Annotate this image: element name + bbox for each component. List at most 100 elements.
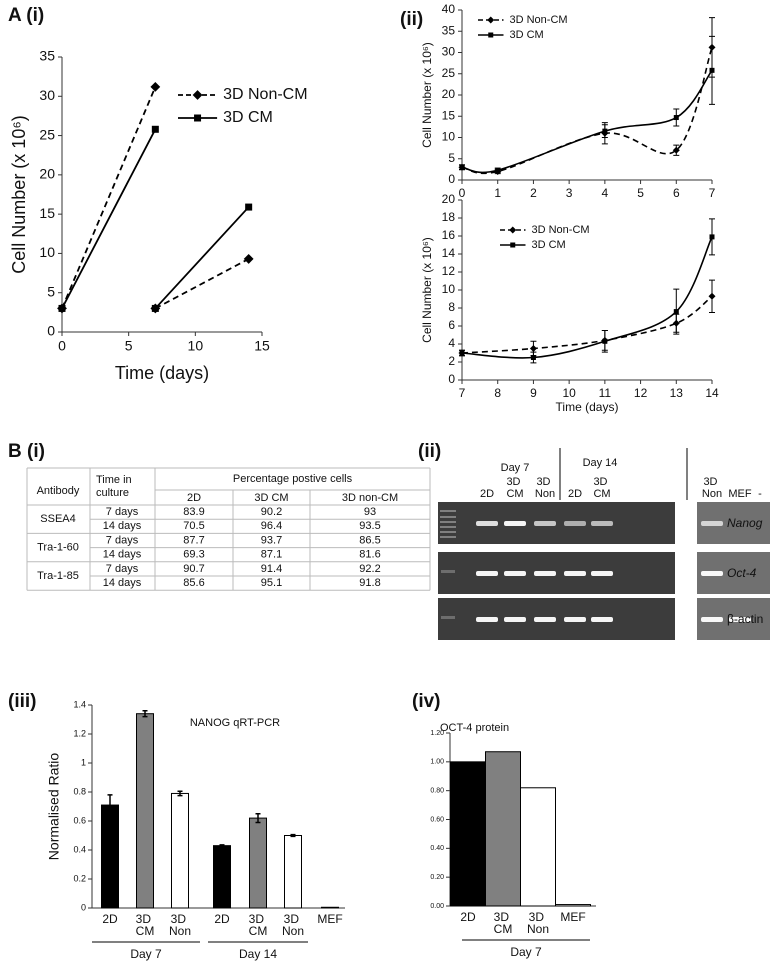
y-tick-label: 10 — [442, 282, 456, 296]
marker — [151, 125, 159, 133]
x-axis-label: Time (days) — [115, 363, 209, 383]
x-tick-label: 0 — [459, 186, 466, 200]
text-line: 3D — [593, 476, 610, 488]
x-tick-label: 1 — [494, 186, 501, 200]
group-label: Day 7 — [130, 947, 162, 961]
table-cell: 93 — [364, 506, 376, 518]
marker — [709, 234, 715, 240]
marker — [602, 338, 608, 344]
marker — [488, 32, 494, 38]
gel-box — [438, 502, 675, 544]
lane-label: - — [758, 488, 762, 500]
lane-label: 2D — [480, 488, 494, 500]
marker — [672, 146, 680, 154]
table-cell: 69.3 — [183, 549, 204, 561]
table-cell: 14 days — [103, 520, 142, 532]
marker — [530, 355, 536, 360]
ladder-band — [440, 536, 456, 538]
table-cell: 14 days — [103, 549, 142, 561]
marker — [602, 128, 608, 134]
x-tick-label: 8 — [494, 386, 501, 400]
table-cell: 96.4 — [261, 520, 282, 532]
y-tick-label: 25 — [442, 66, 456, 80]
panel-label: (iii) — [8, 691, 37, 712]
panel-label: A (i) — [8, 5, 44, 26]
error-bar — [142, 710, 148, 718]
legend-label: 3D Non-CM — [510, 14, 568, 26]
text-line: 3D — [136, 912, 155, 926]
ladder-band — [440, 516, 456, 518]
gel-band — [564, 521, 586, 526]
marker — [673, 115, 679, 121]
series-line — [61, 128, 250, 310]
lane-label: 3D Non — [702, 476, 722, 500]
y-tick-label: 40 — [442, 2, 456, 16]
y-tick-label: 1.00 — [430, 759, 444, 766]
table-cell: 91.4 — [261, 563, 282, 575]
x-tick-label: 2D — [214, 912, 230, 926]
bar — [485, 751, 521, 907]
y-tick-label: 4 — [448, 336, 455, 350]
x-tick-label: 10 — [562, 386, 576, 400]
text-line: CM — [136, 924, 155, 938]
table-row-header: Tra-1-60 — [37, 542, 79, 554]
gel-band — [476, 617, 498, 622]
x-tick-label: 5 — [125, 338, 133, 354]
text-line: Non — [169, 924, 191, 938]
marker — [245, 203, 253, 211]
panel-label: (ii) — [400, 9, 423, 30]
gene-label: β-actin — [727, 612, 763, 626]
y-tick-label: 10 — [442, 130, 456, 144]
x-tick-label: 0 — [58, 338, 66, 354]
gene-label: Nanog — [727, 516, 763, 530]
y-tick-label: 12 — [442, 264, 456, 278]
y-tick-label: 30 — [39, 87, 55, 103]
chart-title: NANOG qRT-PCR — [190, 717, 280, 729]
y-tick-label: 35 — [39, 48, 55, 64]
series-line — [461, 69, 713, 174]
gel-band — [504, 617, 526, 622]
table-cell: 93.5 — [359, 520, 380, 532]
table-column-header: 3D non-CM — [342, 492, 398, 504]
table-column-header: 3D CM — [254, 492, 288, 504]
text-line: 3D — [249, 912, 268, 926]
x-tick-label: 2 — [530, 186, 537, 200]
x-tick-label: 3D Non — [169, 912, 191, 938]
series-line — [461, 47, 713, 175]
x-tick-label: 15 — [254, 338, 270, 354]
y-tick-label: 0.40 — [430, 845, 444, 852]
table-row-header: SSEA4 — [40, 513, 75, 525]
gel-band — [534, 617, 556, 622]
legend-label: 3D Non-CM — [223, 86, 307, 103]
gel-box — [438, 552, 675, 594]
marker — [151, 304, 159, 312]
gel-band — [591, 617, 613, 622]
x-tick-label: 3D CM — [136, 912, 155, 938]
table-cell: 7 days — [106, 534, 139, 546]
gel-band — [591, 571, 613, 576]
marker — [243, 254, 254, 264]
y-axis-label: Normalised Ratio — [46, 753, 62, 861]
y-tick-label: 5 — [47, 283, 55, 299]
group-label: Day 7 — [510, 945, 542, 959]
marker — [509, 226, 517, 234]
gel-band — [701, 617, 723, 622]
table-cell: 95.1 — [261, 577, 282, 589]
panel-label: B (i) — [8, 441, 45, 462]
y-tick-label: 8 — [448, 300, 455, 314]
y-tick-label: 5 — [448, 151, 455, 165]
text-line: Non — [527, 922, 549, 936]
marker — [708, 292, 716, 300]
gel-band — [701, 571, 723, 576]
y-tick-label: 1.4 — [73, 699, 86, 709]
y-tick-label: 15 — [39, 205, 55, 221]
x-tick-label: 13 — [670, 386, 684, 400]
y-tick-label: 0.00 — [430, 903, 444, 910]
marker — [673, 309, 679, 315]
error-bar — [107, 794, 113, 816]
marker — [529, 345, 537, 352]
x-tick-label: 3D CM — [494, 910, 513, 936]
bar — [555, 904, 591, 907]
lane-label: 3D Non — [535, 476, 555, 500]
error-bar — [219, 844, 225, 848]
